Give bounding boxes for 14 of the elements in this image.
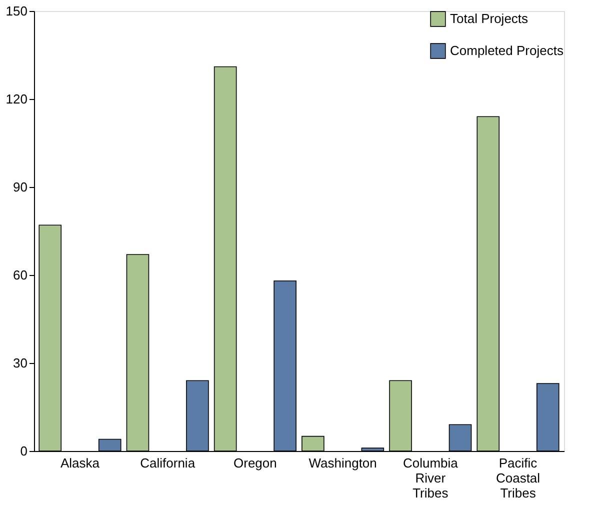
- y-tick-label: 60: [13, 268, 28, 282]
- x-tick-label: Oregon: [234, 456, 277, 470]
- x-tick-label: Alaska: [60, 456, 100, 470]
- x-tick-label: California: [140, 456, 196, 470]
- legend-label: Total Projects: [450, 11, 529, 26]
- legend-label: Completed Projects: [450, 43, 564, 58]
- x-tick-label: Pacific Coastal Tribes: [496, 456, 540, 500]
- y-tick-label: 120: [6, 92, 28, 106]
- x-tick-label: Washington: [308, 456, 377, 470]
- y-tick-label: 90: [13, 180, 28, 194]
- y-tick-label: 0: [20, 444, 28, 458]
- y-tick-label: 150: [6, 4, 28, 18]
- x-tick-label: Columbia River Tribes: [402, 456, 459, 500]
- y-tick-label: 30: [13, 356, 28, 370]
